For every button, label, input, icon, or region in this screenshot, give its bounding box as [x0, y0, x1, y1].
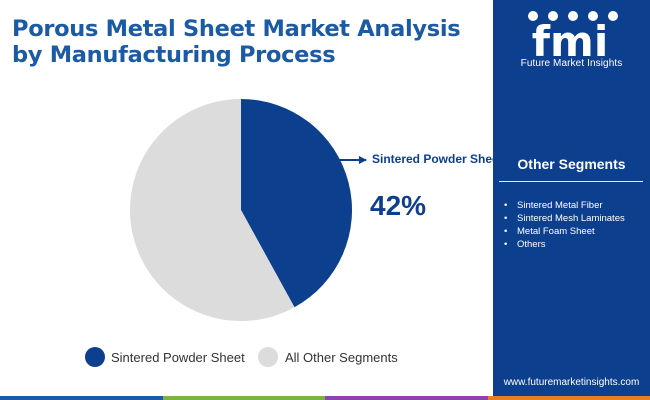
- legend-swatch-primary: [85, 347, 105, 367]
- color-bar: [0, 396, 650, 400]
- color-bar-segment: [0, 396, 163, 400]
- callout-percent: 42%: [370, 190, 426, 221]
- legend-swatch-other: [258, 347, 278, 367]
- legend-label-primary: Sintered Powder Sheet: [111, 350, 245, 365]
- website-link[interactable]: www.futuremarketinsights.com: [503, 377, 640, 388]
- divider: [499, 181, 643, 182]
- sidebar-panel: fmi Future Market Insights Other Segment…: [493, 0, 650, 400]
- legend: Sintered Powder Sheet All Other Segments: [85, 347, 398, 367]
- fmi-logo-icon: fmi: [528, 11, 618, 66]
- color-bar-segment: [487, 396, 650, 400]
- list-item: Others: [504, 238, 625, 251]
- page-title: Porous Metal Sheet Market Analysis by Ma…: [12, 16, 461, 68]
- callout-label-line: Sintered Powder Sheet: [372, 152, 493, 166]
- color-bar-segment: [162, 396, 325, 400]
- pie-chart: Sintered Powder Sheet 42% Sintered Powde…: [85, 99, 493, 367]
- logo-wordmark: fmi: [532, 17, 608, 66]
- callout-label: Sintered Powder Sheet: [372, 152, 493, 166]
- other-segments-title: Other Segments: [517, 156, 626, 172]
- other-segments-list: Sintered Metal Fiber Sintered Mesh Lamin…: [504, 199, 625, 251]
- legend-label-other: All Other Segments: [285, 350, 398, 365]
- list-item: Sintered Mesh Laminates: [504, 212, 625, 225]
- list-item: Metal Foam Sheet: [504, 225, 625, 238]
- color-bar-segment: [325, 396, 488, 400]
- pie-slice-sintered-powder-sheet: [241, 99, 353, 308]
- list-item: Sintered Metal Fiber: [504, 199, 625, 212]
- brand-name: Future Market Insights: [520, 58, 623, 69]
- pie-slice-all-other-segments: [130, 99, 295, 321]
